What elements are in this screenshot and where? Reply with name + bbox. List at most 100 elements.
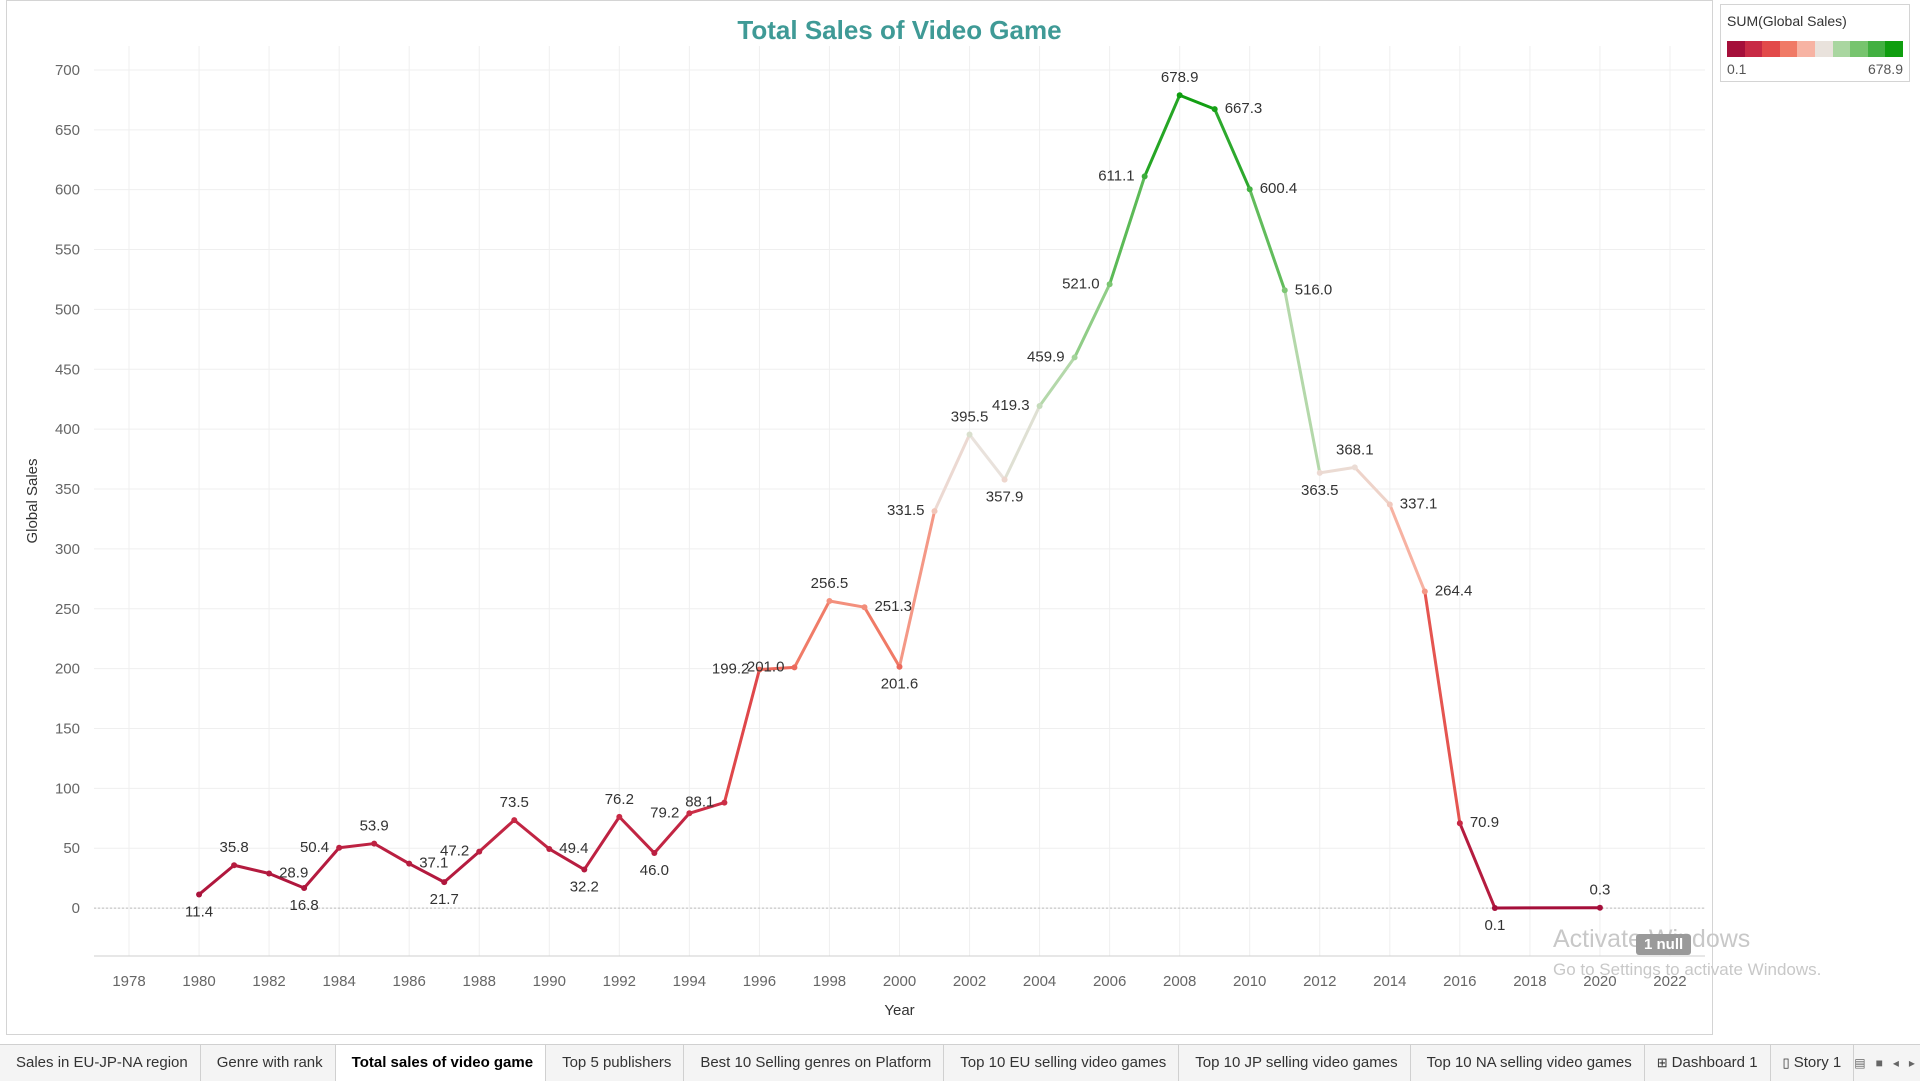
data-point [1387,501,1393,507]
tab-top-10-jp[interactable]: Top 10 JP selling video games [1179,1045,1410,1081]
y-tick-label: 650 [55,122,80,139]
data-label: 0.3 [1590,882,1611,899]
data-point [1282,287,1288,293]
legend-title: SUM(Global Sales) [1727,13,1847,29]
data-label: 251.3 [874,598,912,615]
tab-top-10-na[interactable]: Top 10 NA selling video games [1411,1045,1645,1081]
series-line-segment [1320,467,1355,473]
data-point [1352,464,1358,470]
tab-story-1[interactable]: ▯ Story 1 [1771,1045,1855,1081]
x-tick-label: 1980 [182,973,215,990]
legend-min-label: 0.1 [1727,61,1746,77]
x-tick-label: 2018 [1513,973,1546,990]
data-point [897,664,903,670]
legend-color-swatch [1850,41,1868,57]
series-line-segment [339,844,374,848]
tab-controls: ▤ ■ ◂ ▸ ⛶ ⧉ [1854,1056,1920,1071]
tab-top-10-eu[interactable]: Top 10 EU selling video games [944,1045,1179,1081]
data-point [616,814,622,820]
previous-sheet-icon[interactable]: ◂ [1893,1056,1899,1071]
series-line-segment [1110,176,1145,284]
series-line-segment [1390,504,1425,591]
data-point [861,604,867,610]
data-point [967,432,973,438]
tab-label: Sales in EU-JP-NA region [16,1054,188,1071]
series-line-segment [1460,823,1495,908]
x-tick-label: 2000 [883,973,916,990]
x-tick-label: 2004 [1023,973,1056,990]
series-line-segment [374,844,409,864]
watermark-subtitle: Go to Settings to activate Windows. [1553,960,1821,980]
y-tick-label: 50 [63,840,80,857]
data-point [1072,354,1078,360]
data-label: 76.2 [605,791,634,808]
null-indicator-badge[interactable]: 1 null [1636,934,1691,955]
x-tick-label: 1982 [252,973,285,990]
data-label: 363.5 [1301,482,1339,499]
tab-label: Genre with rank [217,1054,323,1071]
y-tick-label: 100 [55,780,80,797]
data-point [406,861,412,867]
data-label: 73.5 [500,794,529,811]
data-label: 264.4 [1435,583,1473,600]
next-sheet-icon[interactable]: ▸ [1909,1056,1915,1071]
data-label: 331.5 [887,502,925,519]
tab-label: Top 10 JP selling video games [1195,1054,1397,1071]
tab-label: Story 1 [1794,1054,1842,1071]
series-line-segment [514,820,549,849]
y-tick-label: 350 [55,481,80,498]
tab-genre-with-rank[interactable]: Genre with rank [201,1045,336,1081]
story-icon: ▯ [1783,1055,1790,1070]
series-line-segment [1285,290,1320,473]
data-label: 88.1 [685,794,714,811]
tab-best-10-genres[interactable]: Best 10 Selling genres on Platform [684,1045,944,1081]
x-axis-title: Year [884,1002,914,1019]
x-tick-label: 2016 [1443,973,1476,990]
x-tick-label: 1994 [673,973,706,990]
chart-title: Total Sales of Video Game [737,15,1061,45]
legend-max-label: 678.9 [1868,61,1903,77]
sheet-tab-bar: Sales in EU-JP-NA region Genre with rank… [0,1044,1920,1081]
tab-dashboard-1[interactable]: ⊞Dashboard 1 [1645,1045,1771,1081]
legend-color-swatch [1727,41,1745,57]
legend-color-swatch [1762,41,1780,57]
tab-top-5-publishers[interactable]: Top 5 publishers [546,1045,684,1081]
data-point [1492,905,1498,911]
y-tick-label: 700 [55,62,80,79]
data-point [1177,92,1183,98]
show-tabs-icon[interactable]: ■ [1876,1056,1883,1071]
data-label: 50.4 [300,839,329,856]
series-line-segment [794,601,829,667]
data-point [1142,173,1148,179]
y-tick-label: 450 [55,361,80,378]
data-point [546,846,552,852]
data-point [196,891,202,897]
data-label: 79.2 [650,804,679,821]
y-tick-label: 250 [55,601,80,618]
x-tick-label: 1996 [743,973,776,990]
data-label: 0.1 [1484,917,1505,934]
series-line-segment [864,607,899,667]
series-line-segment [1005,406,1040,480]
data-point [1457,820,1463,826]
y-axis-title: Global Sales [24,458,41,543]
x-tick-label: 2012 [1303,973,1336,990]
data-label: 667.3 [1225,100,1263,117]
tab-sales-eu-jp-na[interactable]: Sales in EU-JP-NA region [0,1045,201,1081]
legend-color-swatch [1815,41,1833,57]
tab-label: Dashboard 1 [1672,1054,1758,1071]
data-point [826,598,832,604]
series-line-segment [1215,109,1250,189]
data-label: 201.0 [747,658,785,675]
data-label: 516.0 [1295,281,1333,298]
legend-color-ramp [1727,41,1903,57]
tab-label: Top 10 EU selling video games [960,1054,1166,1071]
data-point [231,862,237,868]
data-point [301,885,307,891]
show-filmstrip-icon[interactable]: ▤ [1854,1056,1865,1071]
x-tick-label: 2010 [1233,973,1266,990]
data-label: 53.9 [360,818,389,835]
tab-total-sales[interactable]: Total sales of video game [336,1045,546,1081]
